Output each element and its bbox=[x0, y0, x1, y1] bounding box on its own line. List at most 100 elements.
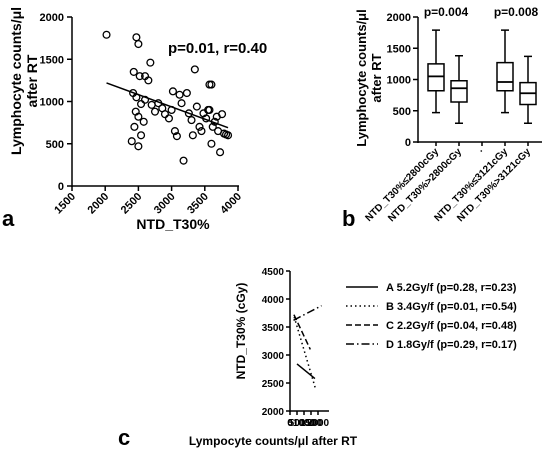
panel-c-ytick-label: 2500 bbox=[262, 379, 285, 390]
panel-a-ylabel-line2: after RT bbox=[24, 54, 40, 107]
panel-a-point bbox=[216, 148, 225, 157]
panel-c-ytick-label: 4500 bbox=[262, 267, 285, 278]
panel-a-ytick-label: 500 bbox=[46, 139, 64, 151]
panel-c-legend-label: B 3.4Gy/f (p=0.01, r=0.54) bbox=[386, 301, 517, 313]
panel-a-point bbox=[195, 122, 204, 131]
panel-a-xtick-label: 2000 bbox=[86, 191, 112, 217]
panel-b-ytick-label: 1500 bbox=[387, 43, 411, 55]
panel-a-point bbox=[137, 99, 146, 109]
panel-a-xtick-label: 1500 bbox=[52, 191, 78, 217]
panel-b-ylabel-line1: Lymphocyte counts/μl bbox=[354, 9, 369, 147]
panel-b-box bbox=[519, 55, 537, 124]
panel-a-xtick-label: 4000 bbox=[218, 191, 244, 217]
panel-a-point bbox=[170, 127, 179, 136]
panel-a-annotation: p=0.01, r=0.40 bbox=[168, 40, 267, 57]
panel-a-ytick-label: 0 bbox=[58, 181, 64, 193]
panel-b-iqr-rect bbox=[496, 61, 514, 92]
panel-a-point bbox=[175, 90, 184, 99]
panel-a-point bbox=[130, 122, 139, 131]
panel-c-ylabel: NTD_T30% (cGy) bbox=[234, 283, 248, 380]
panel-c-series-line bbox=[296, 363, 316, 380]
panel-a-point bbox=[164, 114, 173, 123]
panel-a-point bbox=[147, 100, 156, 109]
panel-a-point bbox=[218, 110, 227, 119]
panel-c-legend-label: A 5.2Gy/f (p=0.28, r=0.23) bbox=[386, 282, 517, 294]
panel-a-point bbox=[146, 58, 155, 67]
panel-c-series-line bbox=[293, 314, 311, 350]
panel-c-series-line bbox=[293, 305, 322, 321]
panel-c-xtick-label: 0 bbox=[287, 418, 293, 429]
panel-a-point bbox=[208, 122, 217, 131]
panel-c-ytick-label: 3500 bbox=[262, 323, 285, 334]
panel-a-point bbox=[205, 105, 214, 114]
panel-a-point bbox=[188, 131, 197, 140]
panel-a-point bbox=[177, 99, 186, 108]
panel-a-point bbox=[150, 107, 160, 116]
panel-a-point bbox=[223, 131, 233, 140]
panel-b-box bbox=[496, 29, 514, 114]
panel-a-xtick-label: 3000 bbox=[152, 191, 178, 217]
panel-a-point bbox=[127, 137, 136, 146]
panel-c-xtick-label: 1000 bbox=[293, 418, 316, 429]
panel-a-point bbox=[102, 30, 111, 39]
panel-c-legend-label: C 2.2Gy/f (p=0.04, r=0.48) bbox=[386, 320, 517, 332]
panel-label-b: b bbox=[342, 206, 355, 231]
panel-a-point bbox=[172, 132, 181, 141]
panel-a-scatter: p=0.01, r=0.40 Lymphocyte counts/μl afte… bbox=[2, 7, 267, 232]
panel-b-ytick-label: 0 bbox=[405, 137, 411, 149]
panel-c-xtick-label: 500 bbox=[289, 418, 306, 429]
panel-b-boxplot: Lymphocyte counts/μl after RT b 0 500 1000… bbox=[342, 5, 542, 231]
panel-a-point bbox=[134, 142, 143, 151]
panel-a-ytick-label: 2000 bbox=[40, 12, 64, 24]
panel-a-point bbox=[190, 65, 199, 74]
panel-b-ytick-label: 500 bbox=[393, 106, 411, 118]
panel-label-a: a bbox=[2, 206, 15, 231]
panel-c-series-line bbox=[293, 316, 317, 389]
panel-a-point bbox=[160, 110, 170, 119]
panel-a-point bbox=[184, 109, 193, 118]
panel-a-point bbox=[168, 87, 177, 96]
panel-b-category-label: · bbox=[477, 146, 487, 156]
panel-a-point bbox=[134, 39, 143, 49]
panel-a-ylabel-line1: Lymphocyte counts/μl bbox=[8, 7, 24, 155]
panel-label-c: c bbox=[118, 425, 130, 449]
panel-a-ytick-label: 1000 bbox=[40, 97, 64, 109]
panel-a-point bbox=[207, 139, 216, 148]
panel-a-point bbox=[134, 112, 143, 121]
panel-b-box bbox=[450, 55, 468, 124]
panel-c-xlabel: Lympocyte counts/μl after RT bbox=[189, 434, 358, 448]
panel-a-point bbox=[187, 116, 196, 125]
panel-b-ylabel-line2: after RT bbox=[369, 53, 384, 102]
panel-c-legend-label: D 1.8Gy/f (p=0.29, r=0.17) bbox=[386, 339, 517, 351]
panel-c-xtick-label: 1500 bbox=[300, 418, 323, 429]
panel-b-annotation-2: p=0.008 bbox=[494, 5, 539, 19]
panel-a-xtick-label: 2500 bbox=[119, 191, 145, 217]
panel-b-iqr-rect bbox=[450, 80, 468, 103]
panel-a-xtick-label: 3500 bbox=[185, 191, 211, 217]
panel-a-xlabel: NTD_T30% bbox=[136, 216, 210, 232]
panel-a-point bbox=[192, 102, 201, 111]
panel-b-ytick-label: 2000 bbox=[387, 12, 411, 24]
panel-b-annotation-1: p=0.004 bbox=[424, 5, 469, 19]
panel-a-point bbox=[135, 72, 144, 81]
panel-b-iqr-rect bbox=[427, 63, 445, 92]
panel-c-ytick-label: 4000 bbox=[262, 295, 285, 306]
panel-a-fit-line bbox=[106, 82, 229, 129]
panel-a-point bbox=[197, 127, 206, 136]
panel-a-point bbox=[137, 131, 146, 140]
panel-a-point bbox=[179, 156, 188, 165]
panel-c-xtick-label: 2000 bbox=[307, 418, 330, 429]
panel-a-point bbox=[129, 67, 138, 76]
panel-a-point bbox=[182, 89, 191, 98]
panel-b-ytick-label: 1000 bbox=[387, 75, 411, 87]
panel-a-point bbox=[132, 33, 141, 42]
panel-a-point bbox=[207, 80, 216, 89]
panel-c-lines: NTD_T30% (cGy) Lympocyte counts/μl after… bbox=[118, 267, 517, 449]
panel-c-ytick-label: 3000 bbox=[262, 351, 285, 362]
panel-b-box bbox=[427, 29, 445, 114]
panel-a-point bbox=[144, 76, 153, 85]
panel-a-point bbox=[139, 117, 148, 126]
panel-a-ytick-label: 1500 bbox=[40, 54, 64, 66]
panel-c-ytick-label: 2000 bbox=[262, 407, 285, 418]
